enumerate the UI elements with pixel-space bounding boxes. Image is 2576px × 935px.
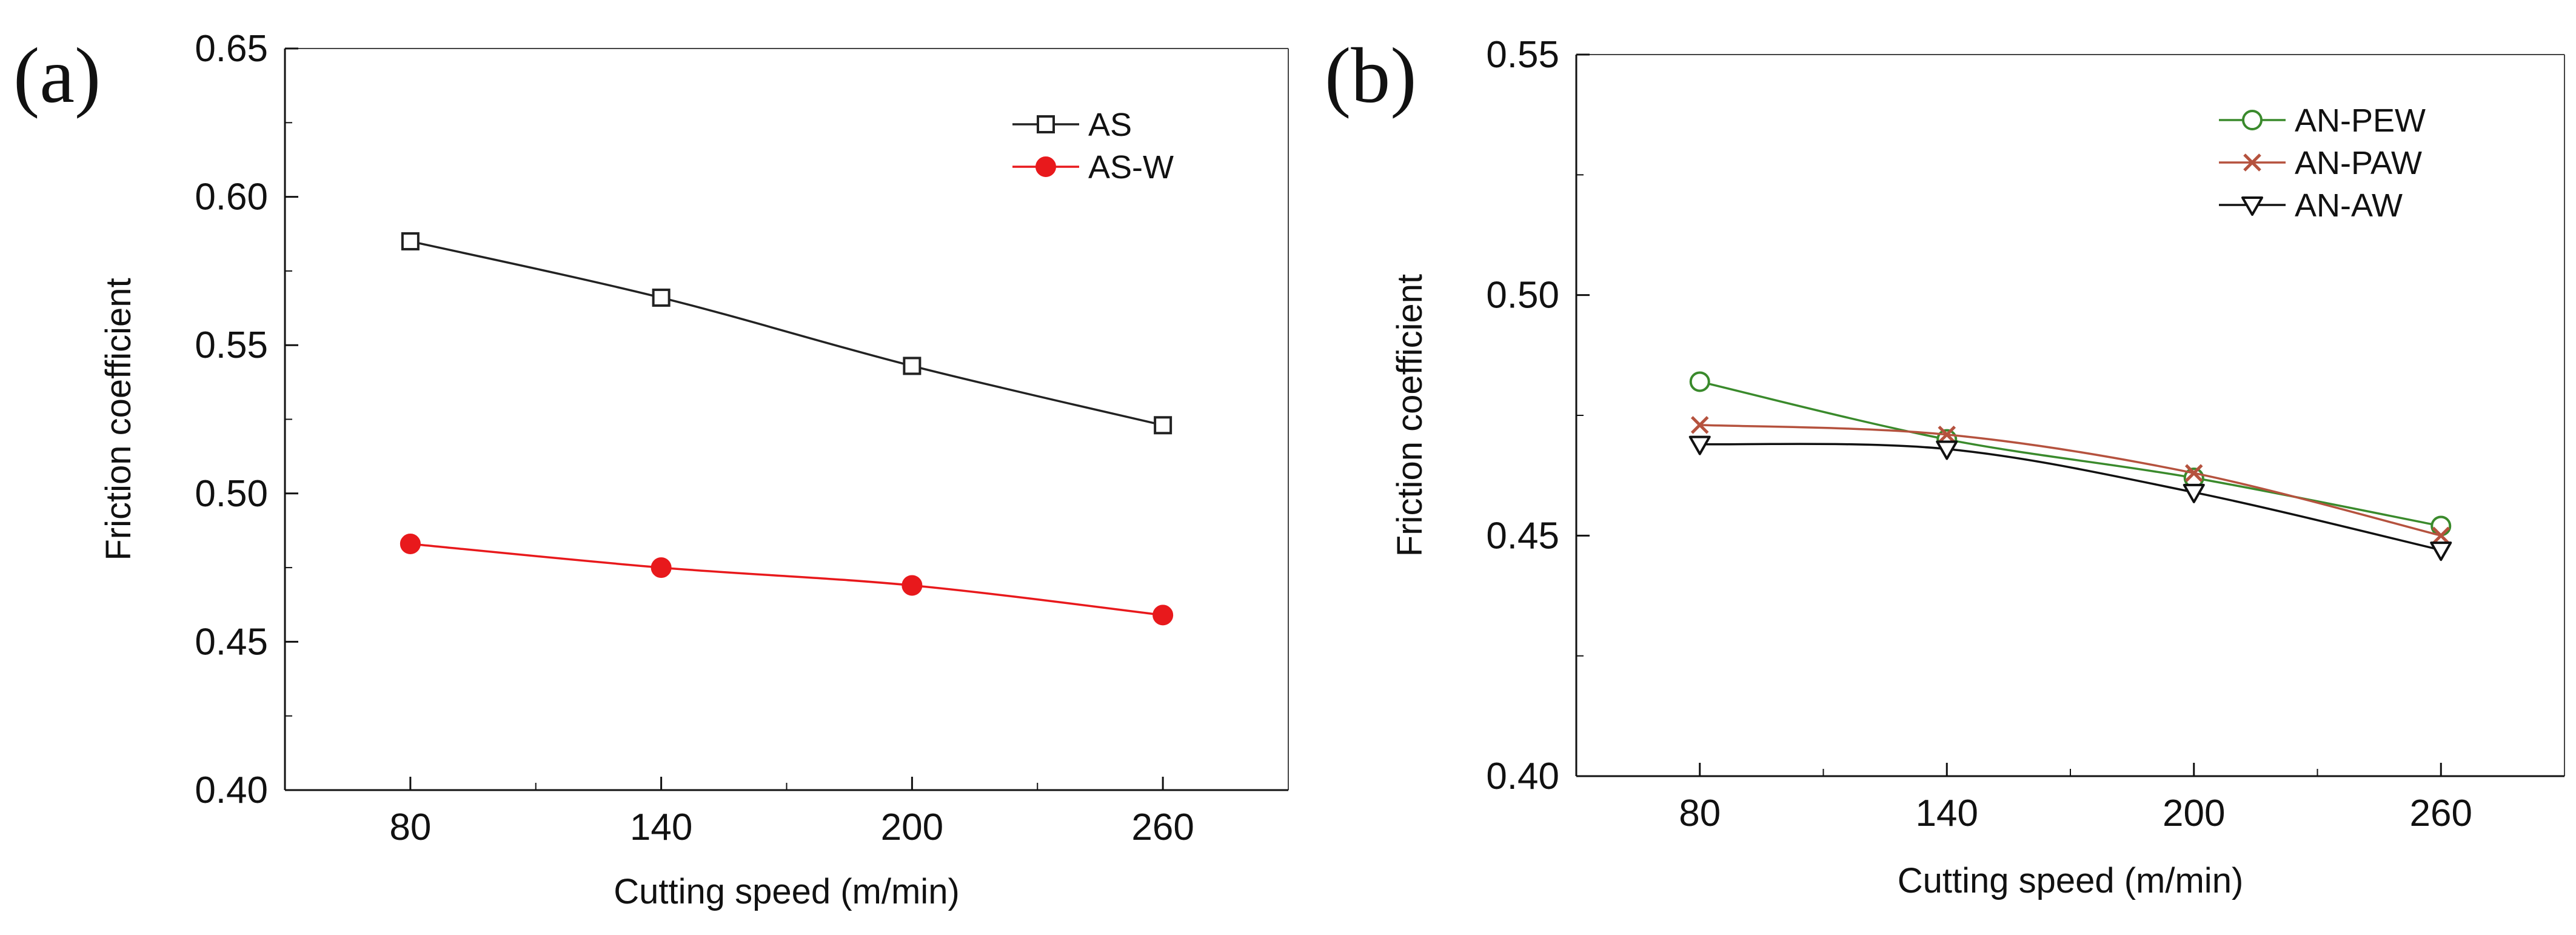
data-point-an-aw [1688, 435, 1711, 455]
data-point-an-paw [1938, 425, 1956, 444]
data-point-an-aw [2430, 541, 2452, 561]
data-point-an-paw [1690, 416, 1709, 434]
y-tick-label: 0.40 [1486, 756, 1559, 797]
legend-label: AN-PEW [2295, 102, 2426, 139]
legend-marker-an-aw [2241, 196, 2263, 216]
y-axis-title: Friction coefficient [1390, 274, 1430, 557]
y-tick-label: 0.50 [195, 473, 268, 515]
x-tick-label: 140 [1916, 793, 1978, 834]
panel-label: (b) [1325, 32, 1417, 119]
data-point-an-pew [2430, 515, 2452, 537]
y-tick-label: 0.45 [1486, 515, 1559, 557]
x-tick-label: 260 [2410, 793, 2472, 834]
data-point-as [401, 232, 420, 250]
series-line-as-w [410, 543, 1163, 617]
y-tick-label: 0.65 [195, 28, 268, 70]
x-tick-label: 80 [1679, 793, 1721, 834]
x-axis-title: Cutting speed (m/min) [614, 872, 960, 911]
x-axis-title: Cutting speed (m/min) [1898, 861, 2244, 900]
panel-label: (a) [13, 32, 101, 119]
y-tick-label: 0.45 [195, 621, 268, 663]
y-tick-label: 0.50 [1486, 275, 1559, 317]
legend-marker-an-paw [2243, 153, 2261, 172]
data-point-as [903, 357, 922, 375]
data-point-as-w [1153, 605, 1174, 626]
x-tick-label: 260 [1131, 806, 1194, 848]
legend-label: AS-W [1088, 149, 1174, 186]
data-point-an-paw [2184, 464, 2203, 482]
x-tick-label: 200 [2163, 793, 2225, 834]
x-tick-label: 80 [389, 806, 431, 848]
legend-marker-as [1037, 115, 1055, 133]
legend-label: AN-PAW [2295, 145, 2422, 181]
chart-panel-a: 0.40 0.45 0.50 0.55 0.60 0.65 80 140 200 260 Cutti… [13, 28, 1289, 911]
data-point-an-paw [2432, 526, 2451, 545]
series-line-an-aw [1699, 443, 2441, 551]
x-tick-label: 200 [881, 806, 943, 848]
data-point-an-aw [1936, 440, 1958, 460]
data-point-an-pew [1689, 371, 1710, 392]
y-tick-label: 0.55 [1486, 34, 1559, 76]
y-axis-title: Friction coefficient [99, 278, 138, 560]
data-point-as-w [651, 557, 672, 578]
legend-label: AN-AW [2295, 187, 2403, 224]
data-point-an-aw [2183, 483, 2205, 503]
y-tick-label: 0.40 [195, 769, 268, 811]
legend-marker-an-pew [2242, 110, 2263, 130]
y-tick-label: 0.60 [195, 176, 268, 218]
series-line-an-pew [1699, 380, 2441, 528]
data-point-as-w [400, 533, 421, 554]
data-point-as [652, 288, 671, 307]
series-line-an-paw [1699, 424, 2441, 537]
legend-marker-as-w [1035, 156, 1056, 177]
x-tick-label: 140 [630, 806, 692, 848]
data-point-as-w [902, 575, 923, 596]
y-tick-label: 0.55 [195, 324, 268, 366]
series-line-as [410, 240, 1163, 426]
data-point-as [1154, 416, 1173, 435]
chart-panel-b: 0.40 0.45 0.50 0.55 80 140 200 260 Cutting speed… [1325, 32, 2565, 900]
legend-label: AS [1088, 107, 1132, 143]
